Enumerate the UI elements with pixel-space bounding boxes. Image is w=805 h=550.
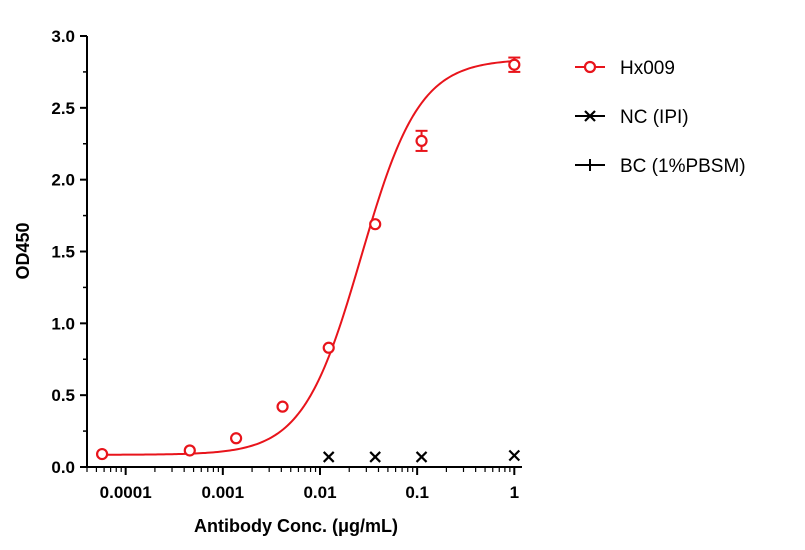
data-point (95, 447, 109, 461)
legend-label: Hx009 (620, 58, 675, 79)
legend-entry-1: NC (IPI) (575, 107, 689, 128)
legend-entry-0: Hx009 (575, 58, 675, 79)
data-point (276, 400, 289, 413)
data-point (508, 58, 521, 71)
y-tick-label: 1.5 (51, 243, 75, 262)
y-tick-label: 3.0 (51, 27, 75, 46)
x-tick-label: 1 (510, 483, 519, 502)
axes: 0.0 0.5 1.0 1.5 2.0 2.5 3.0 0.0001 0.001 0.01 0.1 1 (51, 27, 522, 502)
x-tick-label: 0.0001 (100, 483, 152, 502)
data-point (415, 451, 428, 463)
data-point (369, 218, 382, 231)
fit-curve-0 (102, 60, 515, 456)
y-tick-label: 1.0 (51, 314, 75, 333)
data-point (230, 432, 243, 445)
y-axis-title: OD450 (13, 222, 33, 279)
legend-label: NC (IPI) (620, 107, 689, 128)
legend: Hx009 NC (IPI) BC (1%PBSM) (575, 58, 746, 177)
data-point (508, 449, 521, 462)
legend-marker (583, 60, 597, 74)
x-marker-stroke (322, 451, 335, 463)
legend-entry-2: BC (1%PBSM) (575, 156, 746, 177)
data-point (183, 444, 196, 457)
legend-label: BC (1%PBSM) (620, 156, 746, 177)
y-tick-label: 2.0 (51, 171, 75, 190)
data-point (369, 451, 381, 463)
x-tick-label: 0.01 (303, 483, 336, 502)
x-tick-label: 0.001 (202, 483, 245, 502)
data-point (415, 134, 428, 147)
legend-marker (584, 110, 596, 122)
y-tick-label: 2.5 (51, 99, 75, 118)
x-marker-stroke (369, 451, 381, 463)
x-marker-stroke (508, 449, 521, 462)
x-marker-stroke (415, 451, 428, 463)
plot-area (95, 56, 521, 463)
x-tick-label: 0.1 (405, 483, 429, 502)
y-tick-label: 0.0 (51, 458, 75, 477)
x-axis-title: Antibody Conc. (μg/mL) (194, 516, 398, 536)
data-point (322, 451, 335, 463)
data-point (322, 341, 335, 354)
y-tick-label: 0.5 (51, 386, 75, 405)
